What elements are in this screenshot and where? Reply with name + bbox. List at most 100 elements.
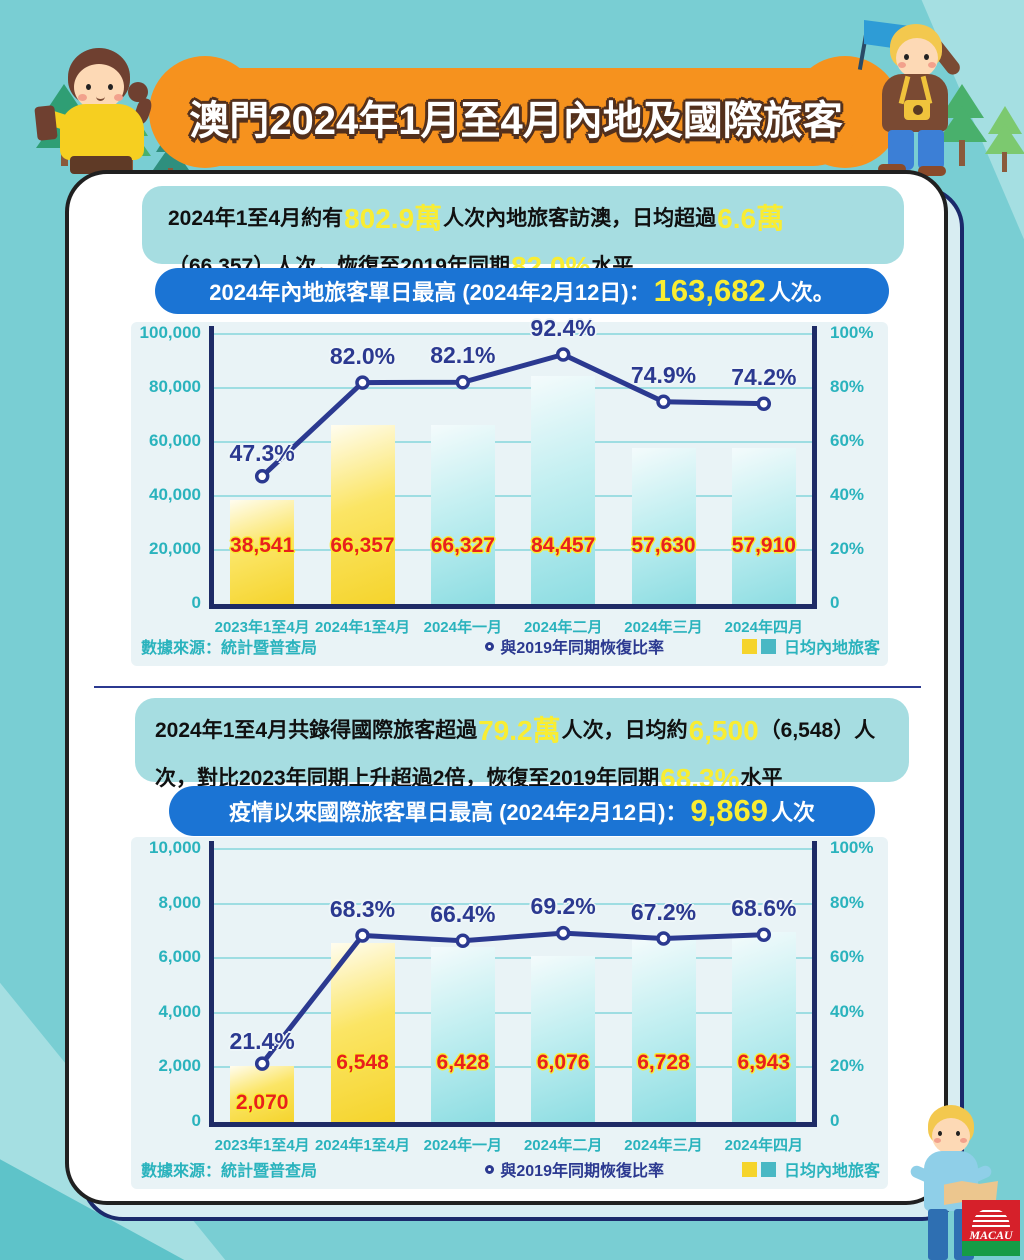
left-axis-tick: 100,000 xyxy=(139,323,201,342)
chart-footer: 數據來源：統計暨普查局 與2019年同期恢復比率 日均內地旅客 xyxy=(141,634,880,658)
bar xyxy=(430,424,495,604)
tourist-leg xyxy=(928,1209,948,1260)
bar xyxy=(731,932,796,1122)
right-axis-tick: 60% xyxy=(830,947,865,967)
bar-value-label: 6,728 xyxy=(637,1051,690,1075)
line-point xyxy=(355,375,370,390)
percent-label: 47.3% xyxy=(229,440,295,467)
percent-label: 68.6% xyxy=(731,894,797,921)
text-segment: 人次。 xyxy=(768,280,835,305)
left-axis-tick: 60,000 xyxy=(149,431,201,450)
text-segment: 802.9萬 xyxy=(344,203,443,234)
girl-eye xyxy=(108,84,113,90)
legend-square-cyan-icon xyxy=(760,1161,776,1177)
source-label: 數據來源：統計暨普查局 xyxy=(141,640,318,657)
percent-label: 68.3% xyxy=(329,895,396,922)
right-axis-tick: 80% xyxy=(830,892,865,912)
x-axis-label: 2023年1至4月 xyxy=(214,1137,310,1154)
bar-value-label: 57,910 xyxy=(731,533,796,557)
right-axis-tick: 20% xyxy=(830,1056,865,1076)
boy-illustration xyxy=(856,16,1006,176)
left-axis-tick: 80,000 xyxy=(149,377,201,396)
percent-label: 69.2% xyxy=(530,893,596,920)
girl-blush xyxy=(78,94,87,101)
x-axis-label: 2024年二月 xyxy=(523,1137,603,1154)
percent-label: 21.4% xyxy=(229,1027,295,1054)
bar-value-label: 6,428 xyxy=(436,1051,490,1075)
gridline xyxy=(212,333,814,335)
left-axis-tick: 0 xyxy=(191,1111,201,1130)
text-segment: 人次內地旅客訪澳，日均超過 xyxy=(443,207,717,230)
bar-value-label: 66,357 xyxy=(330,533,395,557)
mainland-peak-banner: 2024年內地旅客單日最高 (2024年2月12日)： 163,682 人次。 xyxy=(155,268,889,314)
x-axis-label: 2024年四月 xyxy=(724,1137,803,1154)
info-card: 2024年1至4月約有802.9萬人次內地旅客訪澳，日均超過6.6萬（66,35… xyxy=(65,170,948,1205)
girl-illustration xyxy=(34,48,170,174)
bar xyxy=(230,499,295,604)
x-axis-label: 2024年1至4月 xyxy=(314,1137,411,1154)
gridline xyxy=(212,441,814,443)
boy-shoe xyxy=(918,166,946,176)
text-segment: 水平 xyxy=(740,767,783,791)
chart-footer: 數據來源：統計暨普查局 與2019年同期恢復比率 日均內地旅客 xyxy=(141,1157,880,1181)
line-point xyxy=(455,375,471,390)
right-axis-tick: 80% xyxy=(830,377,865,396)
bar xyxy=(330,943,395,1122)
left-axis-tick: 2,000 xyxy=(158,1056,201,1076)
line-legend: 與2019年同期恢復比率 xyxy=(485,1157,664,1181)
tourist-illustration xyxy=(900,1105,1010,1260)
gridline xyxy=(212,387,814,389)
line-point xyxy=(355,928,370,943)
legend-square-yellow-icon xyxy=(741,638,757,654)
right-axis-tick: 100% xyxy=(830,323,874,342)
girl-face xyxy=(74,64,124,110)
boy-eye xyxy=(904,54,909,60)
tourist-face xyxy=(932,1118,970,1154)
legend-square-cyan-icon xyxy=(760,638,776,654)
boy-blush xyxy=(928,62,936,68)
bar xyxy=(330,424,395,604)
line-point xyxy=(254,1056,270,1071)
right-axis-tick: 100% xyxy=(830,838,874,857)
gridline xyxy=(212,1066,814,1069)
bottom-axis xyxy=(209,1122,817,1127)
bar xyxy=(731,447,796,604)
percent-label: 82.1% xyxy=(430,342,496,369)
macau-logo-text: MACAU xyxy=(969,1228,1013,1242)
macau-logo-rays-icon xyxy=(972,1208,1010,1227)
bar-legend: 日均內地旅客 xyxy=(741,634,880,658)
bar-value-label: 6,076 xyxy=(536,1051,590,1075)
line-legend-label: 與2019年同期恢復比率 xyxy=(500,640,664,657)
percent-label: 82.0% xyxy=(329,342,396,369)
percent-label: 66.4% xyxy=(430,900,496,927)
chart-area: 0 20,000 40,000 60,000 80,000 100,000 0 20% 40% 6… xyxy=(131,315,888,666)
gridline xyxy=(212,1011,814,1014)
right-axis-tick: 40% xyxy=(830,485,865,504)
text-segment: 2024年1至4月共錄得國際旅客超過 xyxy=(155,719,478,742)
legend-circle-icon xyxy=(485,1164,495,1174)
gridline xyxy=(212,549,814,551)
x-axis-label: 2024年二月 xyxy=(523,619,603,636)
bar-value-label: 84,457 xyxy=(531,533,596,557)
bar-value-label: 6,943 xyxy=(737,1051,791,1075)
international-visitors-chart: 0 2,000 4,000 6,000 8,000 10,000 0 20% 40% 60% 80%… xyxy=(131,837,888,1189)
line-legend-label: 與2019年同期恢復比率 xyxy=(500,1163,664,1180)
right-axis xyxy=(812,326,817,604)
text-segment: 2024年1至4月約有 xyxy=(168,207,344,230)
line-point xyxy=(254,469,270,484)
mainland-visitors-chart: 0 20,000 40,000 60,000 80,000 100,000 0 20% 40% 6… xyxy=(131,315,888,666)
right-axis-tick: 0 xyxy=(830,593,840,612)
boy-leg xyxy=(888,130,914,170)
right-axis-tick: 0 xyxy=(830,1111,840,1130)
tourist-blush xyxy=(960,1138,967,1143)
poster-title: 澳門2024年1月至4月內地及國際旅客 xyxy=(189,99,843,143)
macau-logo: MACAU xyxy=(962,1200,1020,1256)
tourist-eye xyxy=(938,1131,942,1136)
x-axis-label: 2024年一月 xyxy=(423,619,502,636)
plot-area: 47.3% 82.0% 82.1% 92.4% 74.9% 74.2% 38,541 66,3… xyxy=(209,315,817,609)
x-axis-label: 2024年四月 xyxy=(724,619,803,636)
line-point xyxy=(756,396,772,411)
tree-trunk xyxy=(1002,152,1007,172)
bar xyxy=(230,1065,295,1122)
left-axis-tick: 0 xyxy=(191,593,201,612)
